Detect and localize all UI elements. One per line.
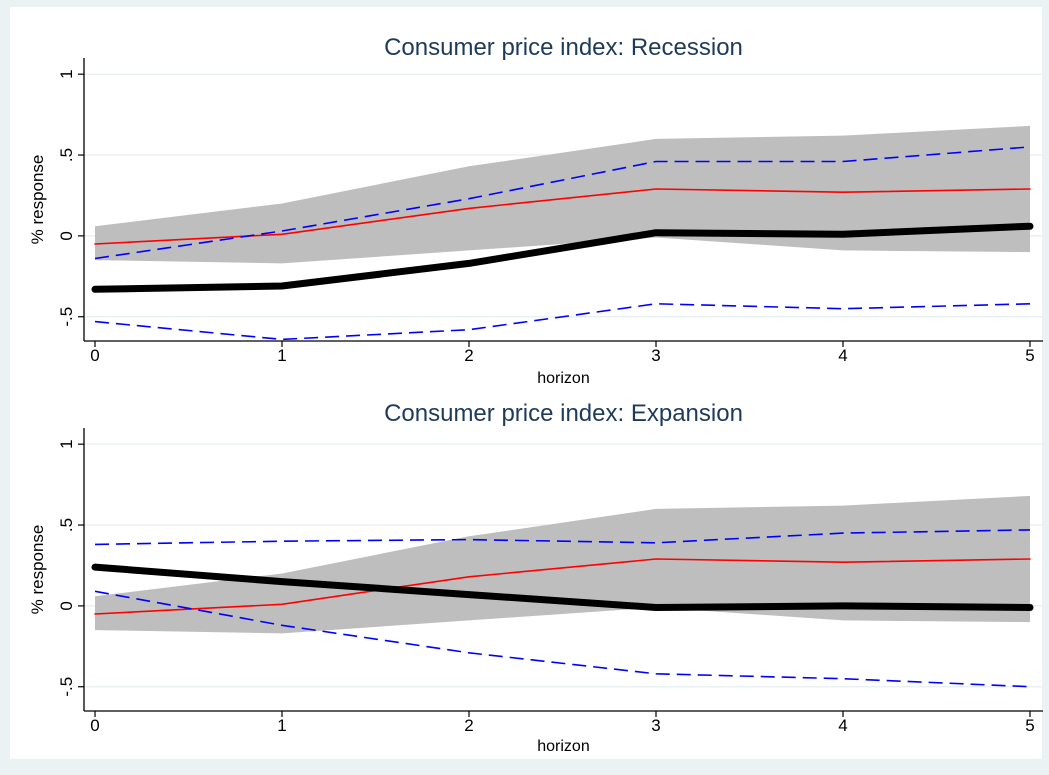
series-line-4 (91, 563, 1034, 611)
x-tick-label: 0 (90, 716, 99, 735)
x-tick-label: 3 (651, 716, 660, 735)
x-tick-label: 1 (277, 346, 286, 365)
chart-panel-2: Consumer price index: Expansion -.5 0 .5 1 0 1… (28, 400, 1043, 755)
series-line-2 (94, 146, 1031, 260)
y-tick-label: -.5 (57, 307, 76, 327)
y-tick-label: 0 (57, 601, 76, 610)
x-tick-label: 5 (1025, 716, 1034, 735)
x-axis-title: horizon (537, 738, 589, 755)
series-line-3 (94, 302, 1031, 341)
x-tick-label: 3 (651, 346, 660, 365)
confidence-band (95, 495, 1030, 634)
x-tick-label: 4 (838, 716, 847, 735)
x-tick-label: 0 (90, 346, 99, 365)
y-tick-label: 1 (57, 69, 76, 78)
y-tick-label: -.5 (57, 677, 76, 697)
chart-panel-1: Consumer price index: Recession -.5 0 .5 1 0 1… (28, 34, 1043, 387)
x-tick-label: 1 (277, 716, 286, 735)
y-axis-title: % response (28, 155, 47, 245)
x-tick-label: 2 (464, 346, 473, 365)
series-line-3 (94, 590, 1031, 688)
y-tick-label: .5 (57, 518, 76, 532)
y-tick-label: .5 (57, 148, 76, 162)
graph-region (10, 7, 1042, 759)
y-axis-title: % response (28, 525, 47, 615)
chart-title: Consumer price index: Expansion (384, 400, 743, 427)
chart-title: Consumer price index: Recession (384, 34, 743, 61)
series-line-1 (94, 558, 1031, 615)
x-tick-label: 4 (838, 346, 847, 365)
y-tick-label: 0 (57, 231, 76, 240)
x-axis-title: horizon (537, 370, 589, 387)
x-tick-label: 2 (464, 716, 473, 735)
y-tick-label: 1 (57, 439, 76, 448)
confidence-band (95, 125, 1030, 264)
series-line-2 (94, 529, 1031, 546)
series-line-4 (91, 222, 1034, 293)
x-tick-label: 5 (1025, 346, 1034, 365)
